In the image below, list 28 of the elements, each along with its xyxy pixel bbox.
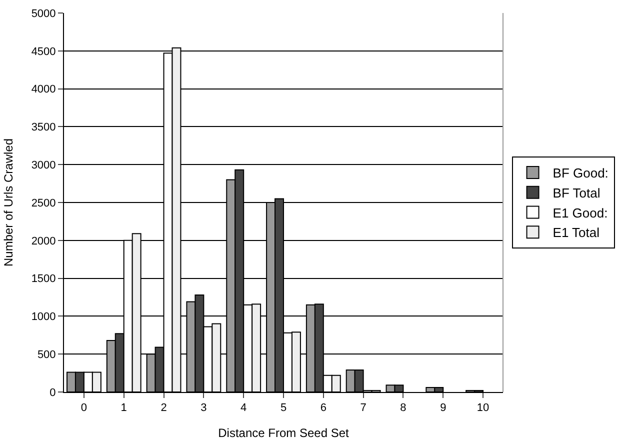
x-tick-label: 8 <box>400 402 406 414</box>
x-tick-label: 0 <box>80 402 88 414</box>
y-tick-label: 3000 <box>31 159 56 172</box>
x-tick-label: 3 <box>200 402 207 414</box>
x-tick-label: 6 <box>320 402 326 414</box>
x-tick-label: 9 <box>440 402 446 414</box>
x-tick-label: 7 <box>360 402 366 414</box>
x-axis-title: Distance From Seed Set <box>218 426 350 440</box>
legend-label: BF Good: <box>552 166 608 181</box>
y-tick-label: 2500 <box>31 197 56 210</box>
legend-label: BF Total <box>552 185 600 200</box>
y-axis-title: Number of Urls Crawled <box>2 138 16 267</box>
y-tick-label: 2000 <box>31 235 56 248</box>
x-tick-label: 10 <box>476 402 490 414</box>
x-tick-label: 2 <box>160 402 167 414</box>
y-tick-label: 5000 <box>31 8 56 20</box>
y-tick-label: 3500 <box>31 122 56 134</box>
x-tick-label: 4 <box>240 402 247 414</box>
y-tick-label: 4500 <box>31 46 56 58</box>
y-tick-label: 1000 <box>31 311 56 324</box>
x-tick-label: 1 <box>120 402 127 414</box>
x-tick-label: 5 <box>280 402 287 414</box>
legend-label: E1 Good: <box>552 205 608 220</box>
y-tick-label: 500 <box>37 348 56 361</box>
y-tick-label: 1500 <box>31 273 56 286</box>
y-tick-label: 4000 <box>31 84 56 96</box>
legend-label: E1 Total <box>552 225 600 240</box>
y-tick-label: 0 <box>50 386 56 399</box>
